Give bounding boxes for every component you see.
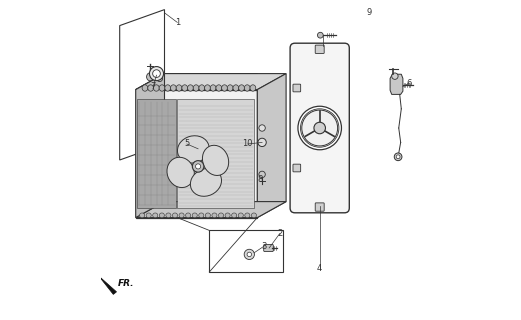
Ellipse shape — [176, 85, 182, 91]
Ellipse shape — [238, 213, 243, 218]
Circle shape — [301, 109, 339, 147]
FancyBboxPatch shape — [290, 43, 349, 213]
Text: 4: 4 — [317, 264, 322, 273]
Ellipse shape — [244, 85, 250, 91]
Ellipse shape — [154, 85, 159, 91]
Polygon shape — [138, 99, 176, 208]
Polygon shape — [99, 276, 117, 294]
Ellipse shape — [146, 73, 154, 81]
Ellipse shape — [192, 213, 197, 218]
Ellipse shape — [188, 85, 193, 91]
Ellipse shape — [170, 85, 176, 91]
Ellipse shape — [159, 213, 165, 218]
FancyBboxPatch shape — [315, 45, 324, 53]
Circle shape — [392, 73, 398, 79]
FancyBboxPatch shape — [264, 244, 274, 252]
Ellipse shape — [250, 85, 256, 91]
Circle shape — [244, 249, 254, 260]
Ellipse shape — [221, 85, 227, 91]
Circle shape — [298, 106, 341, 150]
Ellipse shape — [227, 85, 233, 91]
Ellipse shape — [172, 213, 178, 218]
Polygon shape — [135, 74, 165, 218]
Circle shape — [247, 252, 252, 257]
Ellipse shape — [199, 213, 204, 218]
Ellipse shape — [203, 145, 229, 175]
Circle shape — [396, 155, 400, 159]
Circle shape — [259, 171, 265, 178]
FancyBboxPatch shape — [293, 84, 301, 92]
Ellipse shape — [199, 85, 205, 91]
Text: 10: 10 — [242, 140, 253, 148]
Ellipse shape — [232, 213, 237, 218]
Circle shape — [150, 67, 164, 81]
Ellipse shape — [251, 213, 256, 218]
Ellipse shape — [148, 85, 154, 91]
Polygon shape — [135, 202, 286, 218]
Text: 3: 3 — [261, 242, 266, 251]
Ellipse shape — [233, 85, 239, 91]
Ellipse shape — [216, 85, 222, 91]
Ellipse shape — [159, 85, 165, 91]
Text: i: i — [197, 151, 199, 156]
Text: 9: 9 — [367, 8, 372, 17]
Ellipse shape — [153, 213, 158, 218]
Ellipse shape — [245, 213, 250, 218]
Circle shape — [259, 125, 265, 131]
Polygon shape — [120, 10, 165, 160]
Ellipse shape — [142, 85, 148, 91]
Text: 1: 1 — [175, 18, 180, 27]
Polygon shape — [390, 74, 403, 94]
Ellipse shape — [140, 213, 145, 218]
FancyBboxPatch shape — [315, 203, 324, 211]
Text: 7: 7 — [151, 82, 156, 91]
Ellipse shape — [205, 213, 210, 218]
Ellipse shape — [185, 213, 191, 218]
Text: FR.: FR. — [118, 279, 134, 288]
Ellipse shape — [167, 157, 194, 188]
Circle shape — [195, 164, 201, 169]
Text: 6: 6 — [406, 79, 412, 88]
Ellipse shape — [178, 136, 209, 163]
Ellipse shape — [166, 213, 171, 218]
Ellipse shape — [239, 85, 244, 91]
Polygon shape — [177, 99, 254, 208]
Circle shape — [153, 70, 160, 77]
Ellipse shape — [179, 213, 184, 218]
Ellipse shape — [146, 213, 151, 218]
Ellipse shape — [190, 168, 221, 196]
Ellipse shape — [165, 85, 170, 91]
Text: 8: 8 — [258, 175, 263, 184]
Text: 2: 2 — [277, 229, 282, 238]
Ellipse shape — [210, 85, 216, 91]
Polygon shape — [257, 74, 286, 218]
Polygon shape — [135, 90, 257, 218]
Polygon shape — [135, 74, 286, 90]
Ellipse shape — [193, 85, 199, 91]
FancyBboxPatch shape — [293, 164, 301, 172]
Ellipse shape — [225, 213, 230, 218]
Circle shape — [394, 153, 402, 161]
Ellipse shape — [157, 75, 163, 82]
Polygon shape — [135, 74, 257, 90]
Ellipse shape — [212, 213, 217, 218]
Ellipse shape — [205, 85, 210, 91]
Circle shape — [314, 122, 326, 134]
Ellipse shape — [218, 213, 224, 218]
Text: 5: 5 — [184, 140, 190, 148]
Circle shape — [317, 32, 323, 38]
Polygon shape — [209, 230, 283, 272]
Circle shape — [192, 161, 204, 172]
Circle shape — [258, 138, 266, 147]
Ellipse shape — [182, 85, 188, 91]
